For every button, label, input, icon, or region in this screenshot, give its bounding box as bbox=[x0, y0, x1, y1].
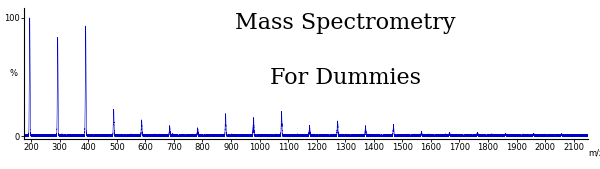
Text: %: % bbox=[9, 69, 17, 78]
Text: Mass Spectrometry: Mass Spectrometry bbox=[235, 12, 456, 34]
Text: m/z: m/z bbox=[589, 149, 600, 158]
Text: For Dummies: For Dummies bbox=[270, 67, 421, 89]
